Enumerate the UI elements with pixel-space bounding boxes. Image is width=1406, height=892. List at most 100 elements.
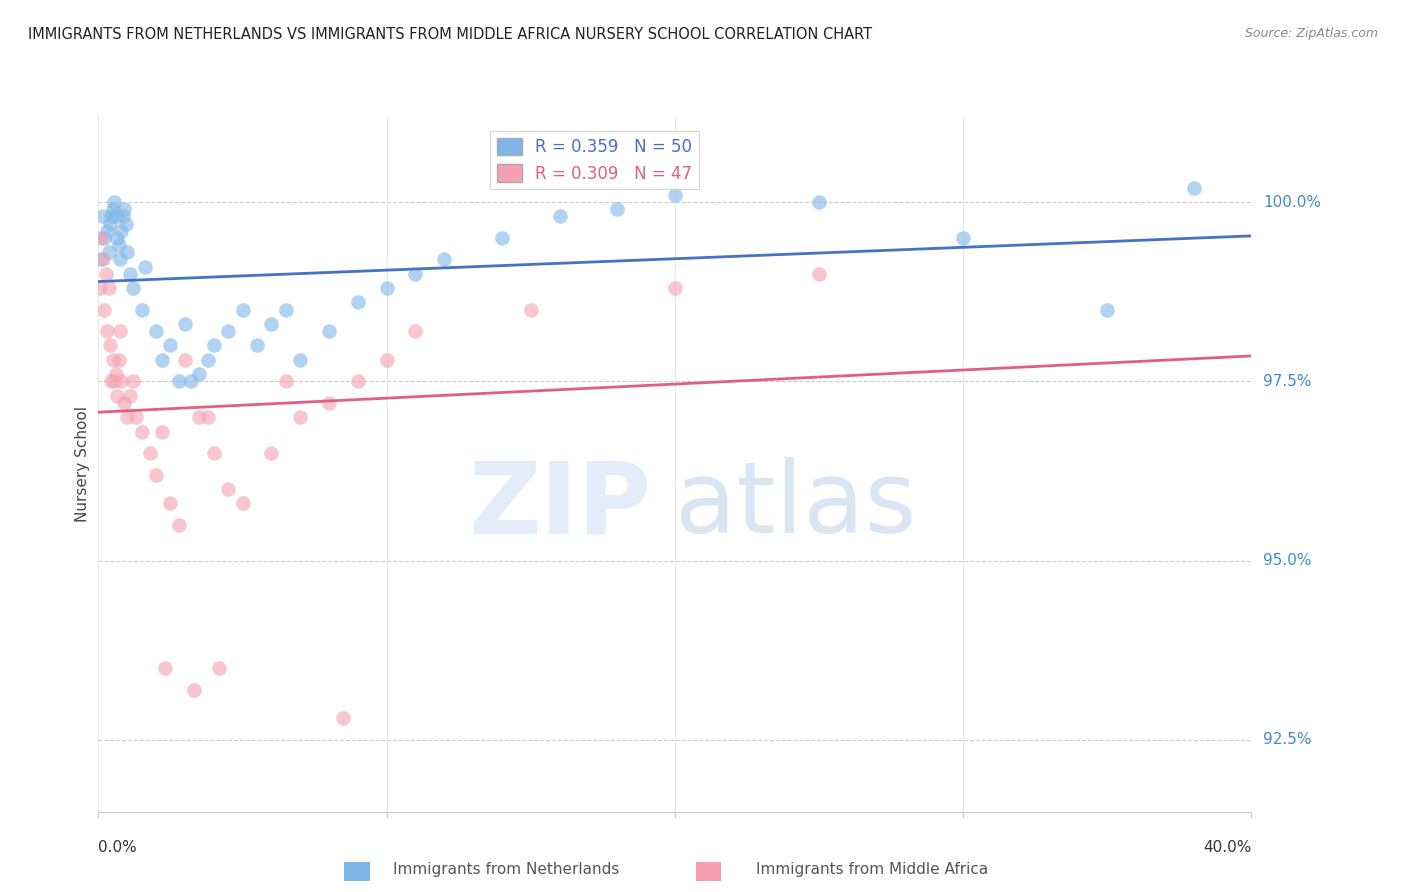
Point <box>131 302 153 317</box>
Point <box>91 252 114 267</box>
Point <box>104 367 127 381</box>
Point <box>117 410 138 425</box>
Point <box>159 496 181 510</box>
Point <box>94 267 117 281</box>
Text: 95.0%: 95.0% <box>1263 553 1312 568</box>
Point <box>145 324 167 338</box>
Point <box>197 410 219 425</box>
Point <box>103 194 125 209</box>
Point <box>110 224 132 238</box>
Point <box>183 682 205 697</box>
Point <box>664 281 686 295</box>
Point <box>167 517 190 532</box>
Point <box>108 324 131 338</box>
Point <box>114 217 136 231</box>
Point <box>93 302 115 317</box>
Point <box>100 210 122 224</box>
Point <box>231 302 254 317</box>
Point <box>188 410 211 425</box>
Text: 40.0%: 40.0% <box>1204 839 1251 855</box>
Point <box>89 281 111 295</box>
Point <box>100 375 122 389</box>
Point <box>153 661 176 675</box>
Point <box>120 389 142 403</box>
Point <box>1182 180 1205 194</box>
Point <box>246 338 269 352</box>
Point <box>150 352 173 367</box>
Point <box>96 324 118 338</box>
Point <box>217 482 239 496</box>
Point <box>98 338 121 352</box>
Point <box>107 352 129 367</box>
Legend: R = 0.359   N = 50, R = 0.309   N = 47: R = 0.359 N = 50, R = 0.309 N = 47 <box>489 131 699 189</box>
Point <box>101 352 124 367</box>
Point <box>202 446 225 460</box>
Point <box>202 338 225 352</box>
Point <box>91 210 114 224</box>
Text: Source: ZipAtlas.com: Source: ZipAtlas.com <box>1244 27 1378 40</box>
Point <box>664 187 686 202</box>
Point <box>159 338 181 352</box>
Point <box>117 245 138 260</box>
Point <box>103 375 125 389</box>
Point <box>111 210 134 224</box>
Point <box>90 231 112 245</box>
Point <box>520 302 543 317</box>
Point <box>274 302 297 317</box>
Text: IMMIGRANTS FROM NETHERLANDS VS IMMIGRANTS FROM MIDDLE AFRICA NURSERY SCHOOL CORR: IMMIGRANTS FROM NETHERLANDS VS IMMIGRANT… <box>28 27 872 42</box>
Point <box>375 281 398 295</box>
Point <box>101 202 124 217</box>
Point <box>318 324 340 338</box>
Point <box>197 352 219 367</box>
Point <box>107 238 129 252</box>
Point <box>346 375 368 389</box>
Point <box>125 410 148 425</box>
Point <box>405 267 427 281</box>
Point <box>318 396 340 410</box>
Point <box>405 324 427 338</box>
Point <box>108 252 131 267</box>
Point <box>217 324 239 338</box>
Point <box>120 267 142 281</box>
Point <box>174 317 197 331</box>
Point <box>260 317 283 331</box>
Point <box>105 231 128 245</box>
Point <box>491 231 513 245</box>
Point <box>98 217 121 231</box>
Point <box>112 202 135 217</box>
Point <box>180 375 202 389</box>
Point <box>332 711 354 725</box>
Text: 97.5%: 97.5% <box>1263 374 1312 389</box>
Text: atlas: atlas <box>675 457 917 554</box>
Point <box>122 375 145 389</box>
Point <box>188 367 211 381</box>
Point <box>346 295 368 310</box>
Point <box>290 352 312 367</box>
Point <box>807 267 830 281</box>
Point <box>433 252 456 267</box>
Point <box>807 194 830 209</box>
Point <box>97 281 120 295</box>
Text: ZIP: ZIP <box>470 457 652 554</box>
Point <box>548 210 571 224</box>
Text: Immigrants from Middle Africa: Immigrants from Middle Africa <box>755 863 988 877</box>
Point <box>122 281 145 295</box>
Point <box>174 352 197 367</box>
Point <box>97 245 120 260</box>
Point <box>145 467 167 482</box>
Point <box>105 389 128 403</box>
Point <box>110 375 132 389</box>
Text: 92.5%: 92.5% <box>1263 732 1312 747</box>
Point <box>167 375 190 389</box>
Point <box>260 446 283 460</box>
Point <box>208 661 231 675</box>
Point <box>290 410 312 425</box>
Point <box>112 396 135 410</box>
Text: 100.0%: 100.0% <box>1263 194 1320 210</box>
Point <box>1097 302 1119 317</box>
Point <box>150 425 173 439</box>
Point <box>131 425 153 439</box>
Point <box>90 252 112 267</box>
Y-axis label: Nursery School: Nursery School <box>75 406 90 522</box>
Point <box>952 231 974 245</box>
